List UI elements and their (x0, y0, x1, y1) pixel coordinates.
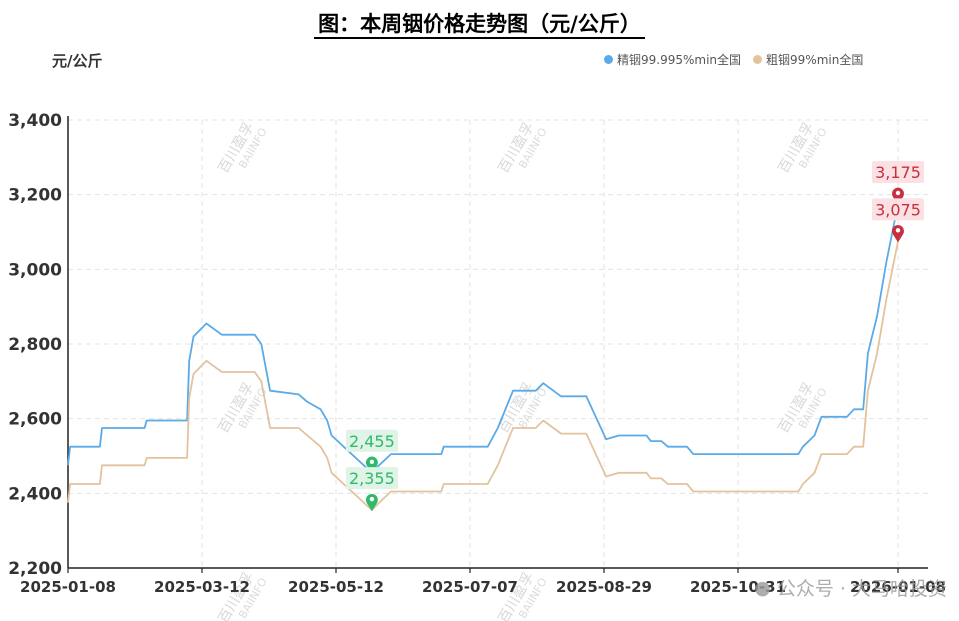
series-line-0 (67, 203, 899, 474)
marker-pin-dot (895, 228, 901, 233)
y-tick-label: 3,200 (8, 186, 62, 206)
chart-title-text: 图：本周铟价格走势图（元/公斤） (314, 11, 645, 39)
series-lines (67, 203, 899, 511)
marker-pin (891, 187, 905, 205)
legend-label-refined: 精铟99.995%min全国 (617, 53, 742, 67)
grid-lines (68, 119, 928, 568)
legend-item-refined[interactable]: 精铟99.995%min全国 (604, 51, 741, 68)
x-tick-label: 2025-03-12 (154, 578, 250, 596)
chart-title: 图：本周铟价格走势图（元/公斤） (0, 8, 959, 39)
legend-label-crude: 粗铟99%min全国 (766, 53, 864, 67)
chart-legend: 精铟99.995%min全国 粗铟99%min全国 (604, 51, 863, 68)
legend-item-crude[interactable]: 粗铟99%min全国 (753, 51, 863, 68)
marker-pin-dot (369, 459, 375, 464)
data-label-min: 2,455 (345, 429, 398, 474)
axes: 2,200 2,400 2,600 2,800 3,000 3,200 3,400 2025-… (8, 111, 946, 596)
data-label-box (345, 429, 398, 452)
data-label-min: 2,355 (345, 467, 398, 512)
y-tick-label: 2,600 (8, 410, 62, 430)
data-labels: 2,455 2,355 3,175 3,075 (345, 161, 924, 512)
x-tick-label: 2026-01-08 (850, 578, 946, 596)
data-label-text: 2,455 (349, 432, 395, 451)
marker-pin (891, 225, 905, 243)
data-label-text: 3,075 (875, 200, 921, 219)
x-tick-label: 2025-01-08 (20, 578, 116, 596)
y-tick-label: 2,800 (8, 335, 62, 355)
marker-pin (365, 493, 378, 512)
x-tick-label: 2025-07-07 (422, 578, 518, 596)
data-label-box (872, 198, 924, 221)
footer-watermark: ● 公众号 · 大马哈投资 (754, 574, 947, 601)
data-label-text: 3,175 (875, 163, 921, 182)
wechat-icon: ● (754, 576, 771, 599)
data-label-box (345, 467, 398, 490)
x-tick-label: 2025-08-29 (556, 578, 652, 596)
legend-dot-crude (753, 55, 763, 64)
y-tick-label: 2,200 (8, 559, 62, 579)
series-line-1 (67, 241, 899, 511)
y-tick-label: 2,400 (8, 484, 62, 504)
x-tick-label: 2025-10-31 (690, 578, 786, 596)
marker-pin (365, 456, 378, 474)
marker-pin-dot (369, 496, 375, 502)
footer-watermark-text: 公众号 · 大马哈投资 (776, 578, 947, 600)
data-label-max: 3,175 (872, 161, 924, 205)
x-tick-label: 2025-05-12 (288, 578, 384, 596)
legend-dot-refined (604, 55, 613, 64)
data-label-max: 3,075 (872, 198, 924, 243)
y-axis-unit-label: 元/公斤 (52, 52, 103, 70)
data-label-box (872, 161, 924, 183)
y-tick-label: 3,400 (8, 111, 62, 131)
data-label-text: 2,355 (349, 469, 395, 488)
y-tick-label: 3,000 (8, 260, 62, 280)
marker-pin-dot (895, 190, 901, 196)
